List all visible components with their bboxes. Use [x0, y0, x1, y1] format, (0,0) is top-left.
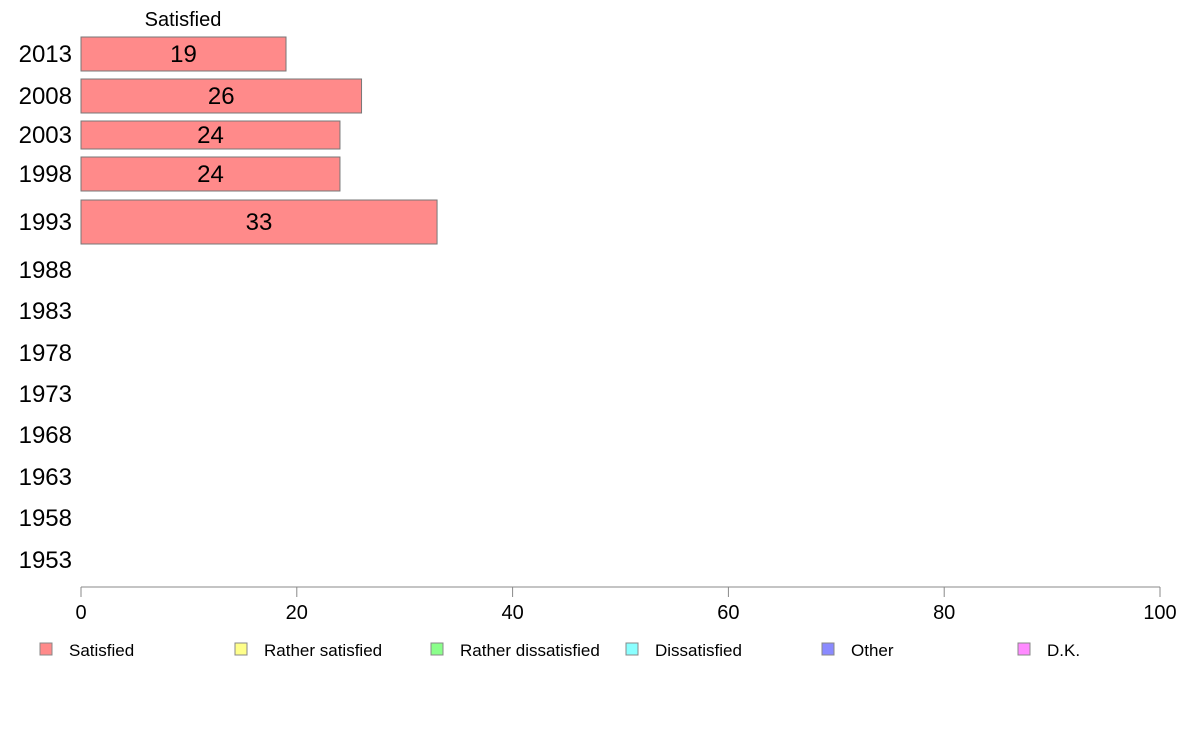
year-label-1963: 1963	[19, 464, 72, 491]
bar-value-label-1998: 24	[197, 161, 224, 188]
x-tick-label-0: 0	[75, 602, 86, 624]
bar-2013	[80, 36, 287, 72]
legend-swatch-4	[821, 642, 835, 656]
year-label-1973: 1973	[19, 381, 72, 408]
legend-swatch-1	[234, 642, 248, 656]
bars-group	[80, 36, 438, 245]
legend-label-2: Rather dissatisfied	[460, 641, 600, 660]
legend-swatch-2	[430, 642, 444, 656]
legend-label-1: Rather satisfied	[264, 641, 382, 660]
x-tick-label-20: 20	[286, 602, 308, 624]
bar-2008	[80, 78, 363, 114]
year-label-1968: 1968	[19, 422, 72, 449]
x-tick-label-80: 80	[933, 602, 955, 624]
year-label-2003: 2003	[19, 122, 72, 149]
x-tick-label-100: 100	[1143, 602, 1176, 624]
legend-label-5: D.K.	[1047, 641, 1080, 660]
x-tick-label-40: 40	[501, 602, 523, 624]
x-axis-ticks: 0 20 40 60 80 100	[75, 587, 1177, 624]
legend-swatch-3	[625, 642, 639, 656]
legend: Satisfied Rather satisfied Rather dissatis…	[39, 641, 1080, 660]
year-label-1998: 1998	[19, 161, 72, 188]
year-label-1978: 1978	[19, 340, 72, 367]
year-labels: 2013 2008 2003 1998 1993 1988 1983 1978 1973 1968…	[19, 41, 72, 574]
bar-value-labels: 19 26 24 24 33	[170, 41, 272, 236]
legend-swatch-5	[1017, 642, 1031, 656]
bar-2003	[80, 120, 341, 150]
legend-label-4: Other	[851, 641, 894, 660]
bar-value-label-2003: 24	[197, 122, 224, 149]
x-tick-label-60: 60	[717, 602, 739, 624]
bar-value-label-1993: 33	[246, 209, 273, 236]
year-label-1953: 1953	[19, 547, 72, 574]
year-label-1983: 1983	[19, 298, 72, 325]
column-header-label: Satisfied	[145, 9, 222, 31]
year-label-1988: 1988	[19, 257, 72, 284]
year-label-1993: 1993	[19, 209, 72, 236]
legend-label-3: Dissatisfied	[655, 641, 742, 660]
bar-1998	[80, 156, 341, 192]
legend-swatch-0	[39, 642, 53, 656]
bar-value-label-2013: 19	[170, 41, 197, 68]
legend-label-0: Satisfied	[69, 641, 134, 660]
bar-1993	[80, 199, 438, 245]
year-label-2008: 2008	[19, 83, 72, 110]
year-label-2013: 2013	[19, 41, 72, 68]
year-label-1958: 1958	[19, 505, 72, 532]
bar-value-label-2008: 26	[208, 83, 235, 110]
